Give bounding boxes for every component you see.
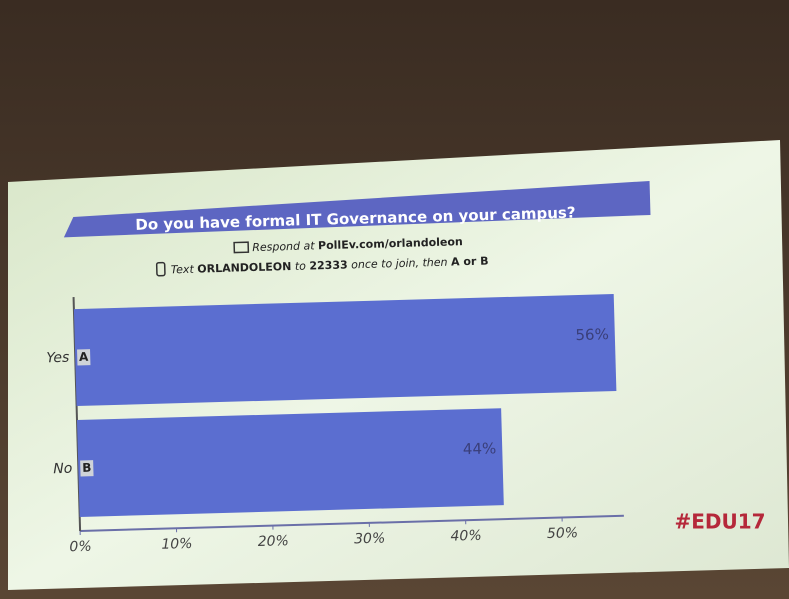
title-banner xyxy=(63,180,651,238)
instruction-part: once to join, then xyxy=(351,256,448,272)
monitor-icon xyxy=(233,241,250,254)
bar xyxy=(76,408,504,517)
x-tick-label: 30% xyxy=(354,530,386,547)
instruction-part: Respond at xyxy=(252,239,315,254)
instruction-part: ORLANDOLEON xyxy=(197,260,291,276)
letter-box xyxy=(80,460,94,477)
instruction-part: 22333 xyxy=(309,258,348,272)
value-label: 56% xyxy=(575,325,609,344)
respond-line: Respond at PollEv.com/orlandoleon xyxy=(233,235,463,254)
letter-box xyxy=(77,349,91,366)
respond-text: Respond at PollEv.com/orlandoleon xyxy=(252,235,463,254)
letter-label: A xyxy=(79,350,89,364)
instruction-part: A or B xyxy=(451,254,489,268)
x-tick-label: 0% xyxy=(69,539,92,556)
instruction-part: PollEv.com/orlandoleon xyxy=(318,235,463,252)
slide: Do you have formal IT Governance on your… xyxy=(46,180,651,556)
x-axis xyxy=(80,514,624,532)
category-label: No xyxy=(53,461,72,478)
instruction-part: Text xyxy=(171,263,195,277)
hashtag: #EDU17 xyxy=(674,510,765,534)
letter-label: B xyxy=(82,461,92,475)
x-tick-label: 20% xyxy=(258,533,290,550)
category-label: Yes xyxy=(46,350,69,367)
instruction-part: to xyxy=(295,260,307,273)
bar xyxy=(73,294,617,407)
x-tick-label: 10% xyxy=(161,536,193,553)
x-tick-label: 50% xyxy=(547,525,579,542)
x-tick-label: 40% xyxy=(450,528,482,545)
text-instructions: Text ORLANDOLEON to 22333 once to join, … xyxy=(171,254,489,276)
phone-icon xyxy=(155,261,166,277)
text-line: Text ORLANDOLEON to 22333 once to join, … xyxy=(155,254,489,277)
value-label: 44% xyxy=(463,439,497,458)
